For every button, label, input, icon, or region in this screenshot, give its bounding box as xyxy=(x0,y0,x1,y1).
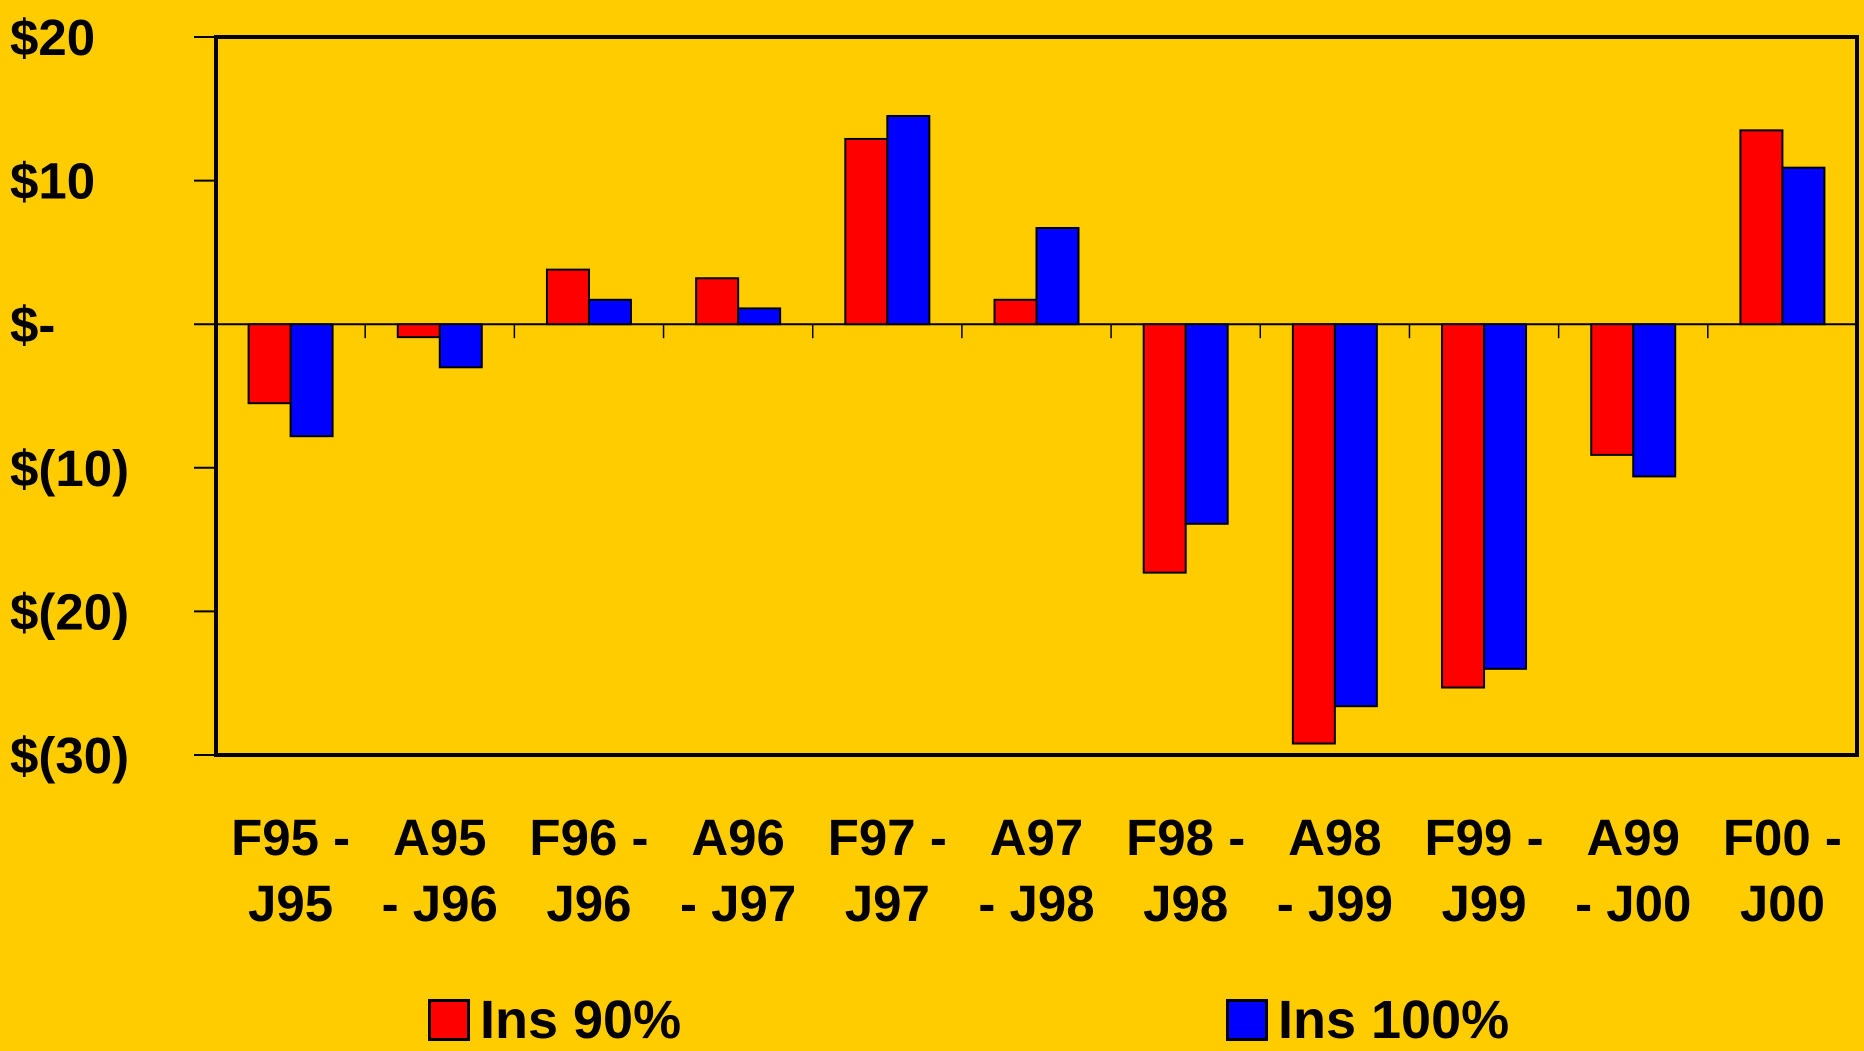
x-tick-label: J95 xyxy=(248,875,333,932)
bar-ins-100 xyxy=(587,298,632,326)
plot-area xyxy=(214,35,1859,757)
bars-group xyxy=(247,114,1826,745)
x-tick-label: J96 xyxy=(546,875,631,932)
bar-ins-90 xyxy=(844,137,889,326)
x-tick-label: - J96 xyxy=(382,875,498,932)
x-tick-label: F96 - xyxy=(529,809,648,866)
y-tick-label: $- xyxy=(10,296,55,353)
legend-swatch-ins-90 xyxy=(428,999,470,1041)
bar-ins-90 xyxy=(993,298,1038,326)
bar-ins-90 xyxy=(1291,323,1336,745)
bar-ins-90 xyxy=(1590,323,1635,456)
x-tick-label: - J97 xyxy=(680,875,796,932)
x-tick-label: A98 xyxy=(1288,809,1382,866)
legend: Ins 90% Ins 100% xyxy=(0,990,1864,1050)
x-tick-label: J00 xyxy=(1740,875,1825,932)
y-tick-label: $10 xyxy=(10,153,95,210)
y-tick-label: $(30) xyxy=(10,727,129,784)
y-tick-label: $(10) xyxy=(10,440,129,497)
y-tick-label: $(20) xyxy=(10,583,129,640)
bar-ins-90 xyxy=(1739,129,1784,326)
bar-ins-100 xyxy=(289,323,334,438)
bar-ins-100 xyxy=(1632,323,1677,478)
bar-ins-100 xyxy=(886,114,931,326)
bar-ins-90 xyxy=(1142,323,1187,574)
bar-ins-100 xyxy=(1184,323,1229,525)
x-tick-label: J99 xyxy=(1441,875,1526,932)
x-tick-label: - J00 xyxy=(1575,875,1691,932)
bar-ins-90 xyxy=(695,277,740,326)
bar-ins-90 xyxy=(545,268,590,326)
x-tick-label: F00 - xyxy=(1723,809,1842,866)
bar-ins-100 xyxy=(1035,226,1080,326)
x-tick-label: A99 xyxy=(1586,809,1680,866)
x-tick-label: A97 xyxy=(990,809,1084,866)
bar-ins-100 xyxy=(1781,166,1826,326)
x-axis: F95 - J95 A95 - J96 F96 - J96 A96 - J97 F97 - J97… xyxy=(215,324,1858,932)
bar-ins-100 xyxy=(438,323,483,369)
x-tick-label: F99 - xyxy=(1425,809,1544,866)
legend-label-ins-100: Ins 100% xyxy=(1278,990,1510,1050)
x-tick-label: J97 xyxy=(845,875,930,932)
bar-ins-90 xyxy=(396,323,441,339)
legend-label-ins-90: Ins 90% xyxy=(480,990,682,1050)
x-tick-label: J98 xyxy=(1143,875,1228,932)
x-tick-label: A95 xyxy=(393,809,487,866)
x-tick-label: F95 - xyxy=(231,809,350,866)
bar-ins-90 xyxy=(247,323,292,405)
legend-item-ins-90: Ins 90% xyxy=(428,990,681,1050)
x-tick-label: A96 xyxy=(691,809,785,866)
bar-ins-100 xyxy=(1483,323,1528,670)
x-tick-label: - J99 xyxy=(1277,875,1393,932)
x-tick-label: F98 - xyxy=(1126,809,1245,866)
plot-frame xyxy=(214,35,1859,757)
y-tick-label: $20 xyxy=(10,9,95,66)
x-tick-label: F97 - xyxy=(828,809,947,866)
bar-ins-100 xyxy=(737,307,782,326)
legend-swatch-ins-100 xyxy=(1226,999,1268,1041)
x-tick-label: - J98 xyxy=(978,875,1094,932)
bar-ins-100 xyxy=(1333,323,1378,708)
legend-item-ins-100: Ins 100% xyxy=(1226,990,1509,1050)
bar-ins-90 xyxy=(1441,323,1486,689)
